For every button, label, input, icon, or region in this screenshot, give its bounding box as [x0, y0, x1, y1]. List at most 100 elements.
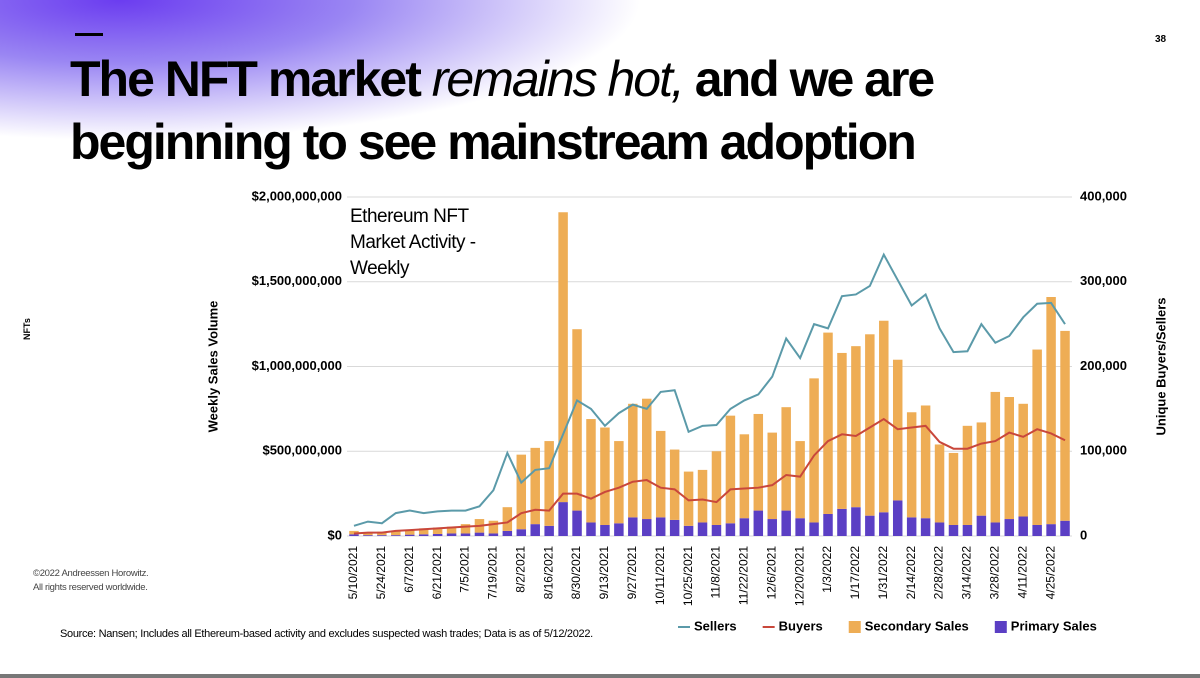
x-tick-label: 10/25/2021 [681, 546, 695, 606]
bar-segment [572, 510, 582, 536]
bar-segment [1060, 520, 1070, 536]
bar-segment [488, 520, 499, 534]
bar-segment [976, 422, 987, 516]
bar-segment [614, 441, 624, 524]
x-tick-label: 12/20/2021 [792, 546, 806, 606]
bar-segment [739, 518, 750, 536]
bar-segment [934, 444, 945, 523]
bar-segment [962, 524, 973, 536]
bar-segment [377, 535, 387, 536]
bar-segment [572, 329, 582, 511]
bar-segment [865, 334, 875, 516]
y2-axis-label: Unique Buyers/Sellers [1153, 298, 1168, 436]
x-tick-label: 12/6/2021 [764, 546, 778, 600]
bar-segment [934, 522, 945, 536]
bar-segment [405, 534, 415, 536]
dash [75, 33, 103, 36]
bar-segment [809, 522, 819, 536]
bottom-bar [0, 674, 1200, 678]
legend-swatch [994, 621, 1007, 633]
copyright-line: All rights reserved worldwide. [33, 582, 148, 593]
bar-segment [892, 500, 903, 536]
tick-label: $2,000,000,000 [252, 188, 342, 203]
x-tick-label: 1/17/2022 [848, 546, 862, 600]
bar-segment [502, 530, 513, 536]
x-tick-label: 5/24/2021 [374, 546, 388, 600]
bar-segment [781, 510, 791, 536]
bar-segment [795, 518, 805, 536]
x-tick-label: 9/13/2021 [597, 546, 611, 600]
bar-segment [363, 532, 373, 536]
bar-segment [655, 517, 666, 536]
bar-segment [795, 441, 805, 519]
page-number: 38 [1155, 34, 1167, 45]
bar-segment [600, 427, 610, 525]
x-tick-label: 8/2/2021 [513, 546, 527, 593]
tick-label: 400,000 [1080, 188, 1127, 203]
bar-segment [823, 513, 833, 536]
tick-label: 0 [1080, 527, 1087, 542]
bar-segment [809, 378, 819, 523]
bar-segment [823, 332, 833, 514]
bar-segment [474, 532, 485, 536]
legend-label: Secondary Sales [865, 618, 969, 633]
bar-segment [976, 515, 987, 536]
bar-segment [837, 352, 847, 509]
bar-segment [405, 530, 415, 535]
bar-segment [418, 534, 429, 536]
bar-segment [767, 432, 777, 520]
bar-segment [516, 454, 527, 530]
bar-segment [879, 320, 889, 513]
bar-segment [1032, 349, 1042, 525]
bar-segment [432, 533, 443, 536]
bar-segment [851, 507, 861, 536]
bar-segment [586, 522, 596, 536]
x-tick-label: 9/27/2021 [625, 546, 639, 600]
legend-label: Sellers [694, 618, 737, 633]
bar-segment [1018, 516, 1028, 536]
source: Source: Nansen; Includes all Ethereum-ba… [60, 628, 593, 640]
bar-segment [418, 528, 429, 535]
bar-segment [363, 535, 373, 536]
bar-segment [1004, 519, 1014, 536]
bar-segment [1032, 524, 1042, 536]
x-tick-label: 11/8/2021 [709, 546, 723, 599]
tick-label: 300,000 [1080, 273, 1127, 288]
title-text: The NFT market [70, 51, 422, 107]
x-tick-label: 2/28/2022 [932, 546, 946, 600]
x-tick-label: 8/16/2021 [541, 546, 555, 600]
bar-segment [865, 515, 875, 536]
x-tick-label: 10/11/2021 [653, 546, 667, 605]
x-tick-label: 1/3/2022 [820, 546, 834, 593]
bar-segment [948, 452, 959, 525]
tick-label: $1,000,000,000 [252, 358, 342, 373]
bar-segment [837, 508, 847, 536]
x-tick-label: 2/14/2022 [904, 546, 918, 600]
slide-title: The NFT market remains hot, and we are b… [70, 48, 1070, 174]
bar-segment [642, 398, 652, 520]
bar-segment [879, 512, 889, 536]
x-tick-label: 5/10/2021 [346, 546, 360, 600]
x-tick-label: 4/25/2022 [1043, 546, 1057, 600]
bar-segment [920, 518, 931, 536]
y-axis-label: Weekly Sales Volume [205, 301, 220, 433]
bar-segment [711, 451, 722, 525]
bar-segment [516, 529, 527, 536]
bar-segment [753, 510, 764, 536]
legend-label: Buyers [779, 618, 823, 633]
bar-segment [906, 412, 917, 518]
bar-segment [349, 534, 359, 536]
bar-segment [544, 441, 554, 526]
bar-segment [1060, 330, 1070, 521]
bar-segment [586, 419, 596, 523]
x-tick-label: 6/21/2021 [430, 546, 444, 600]
bar-segment [460, 524, 471, 534]
bar-segment [683, 471, 694, 526]
title-text: remains hot, [431, 51, 685, 107]
tick-label: $500,000,000 [262, 443, 342, 458]
line [353, 417, 1066, 535]
x-tick-label: 7/19/2021 [486, 546, 500, 600]
legend-swatch [848, 621, 861, 633]
